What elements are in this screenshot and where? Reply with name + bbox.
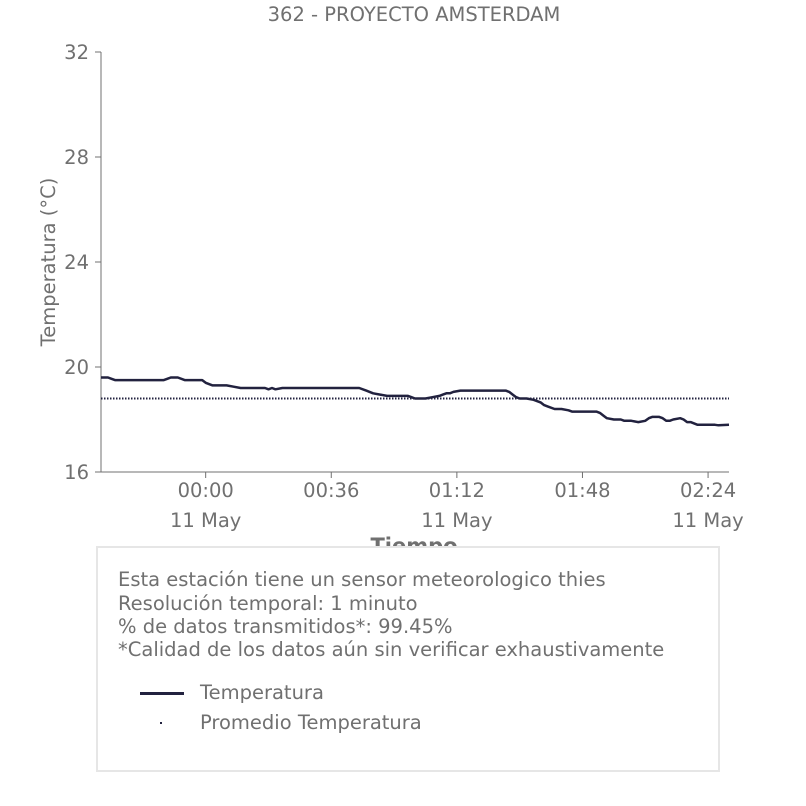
info-line-resolution: Resolución temporal: 1 minuto <box>118 592 418 615</box>
x-tick-time-label: 00:00 <box>178 479 234 502</box>
info-box: Esta estación tiene un sensor meteorolog… <box>96 546 720 772</box>
x-tick-date-label: 11 May <box>421 509 492 532</box>
x-tick-time-label: 01:48 <box>554 479 610 502</box>
info-line-transmitted: % de datos transmitidos*: 99.45% <box>118 615 453 638</box>
x-tick-time-label: 00:36 <box>303 479 359 502</box>
legend-solid-line-icon <box>140 692 184 695</box>
y-tick-label: 24 <box>64 251 89 274</box>
y-tick-label: 32 <box>64 41 89 64</box>
x-tick-time-label: 01:12 <box>429 479 485 502</box>
y-axis-label: Temperatura (°C) <box>37 178 60 348</box>
y-tick-label: 28 <box>64 146 89 169</box>
x-tick-date-label: 11 May <box>672 509 743 532</box>
info-line-quality: *Calidad de los datos aún sin verificar … <box>118 638 665 661</box>
temperature-chart: 362 - PROYECTO AMSTERDAM Temperatura (°C… <box>37 3 744 546</box>
legend-label-temperatura: Temperatura <box>200 681 324 704</box>
x-axis-ticks: 00:00 11 May 00:36 01:12 11 May 01:48 02:24 11 … <box>170 472 744 532</box>
x-tick-time-label: 02:24 <box>680 479 736 502</box>
series-layer <box>101 376 730 427</box>
x-axis-label: Tiempo <box>370 534 457 546</box>
legend-label-promedio: Promedio Temperatura <box>200 711 422 734</box>
y-axis-ticks: 16 20 24 28 32 <box>64 41 101 484</box>
temperature-series-line <box>101 376 730 427</box>
y-tick-label: 16 <box>64 461 89 484</box>
y-tick-label: 20 <box>64 356 89 379</box>
legend-dotted-line-icon <box>160 722 162 724</box>
x-tick-date-label: 11 May <box>170 509 241 532</box>
info-line-sensor: Esta estación tiene un sensor meteorolog… <box>118 568 606 591</box>
chart-title: 362 - PROYECTO AMSTERDAM <box>268 3 561 26</box>
